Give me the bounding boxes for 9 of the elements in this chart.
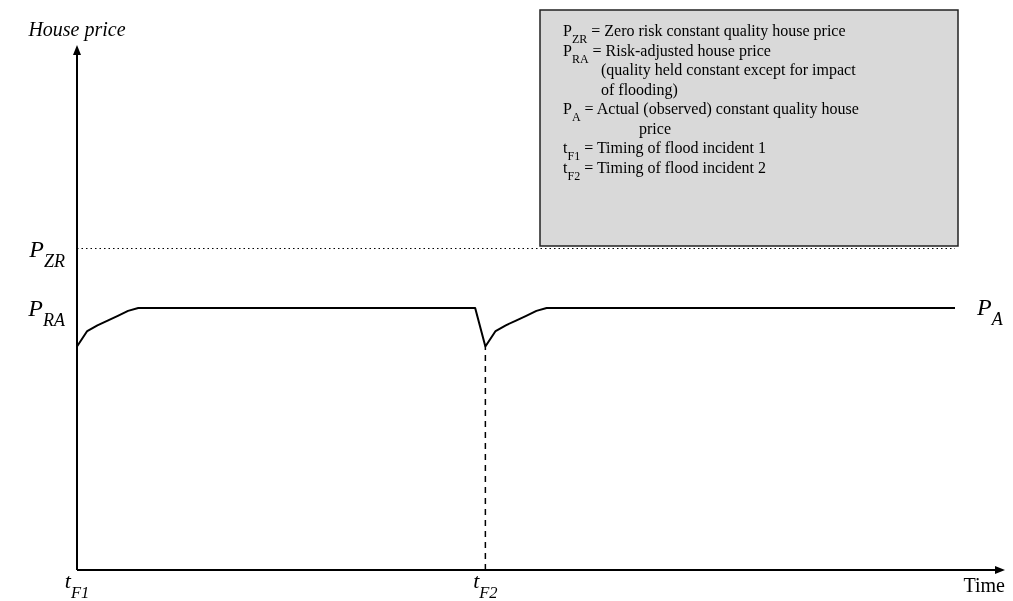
series-label: P$_{A}$ — [976, 294, 1004, 329]
text: House price — [27, 18, 126, 41]
text: P$_{RA}$ — [27, 295, 66, 330]
x-tick-label: t$_{F1}$ — [64, 568, 90, 601]
x-axis-title: Time — [963, 574, 1006, 596]
text: (quality held constant except for impact — [601, 61, 857, 79]
ref-line-label: P$_{ZR}$ — [28, 235, 65, 271]
text: of flooding) — [601, 80, 678, 99]
x-tick-label: t$_{F2}$ — [473, 568, 498, 601]
